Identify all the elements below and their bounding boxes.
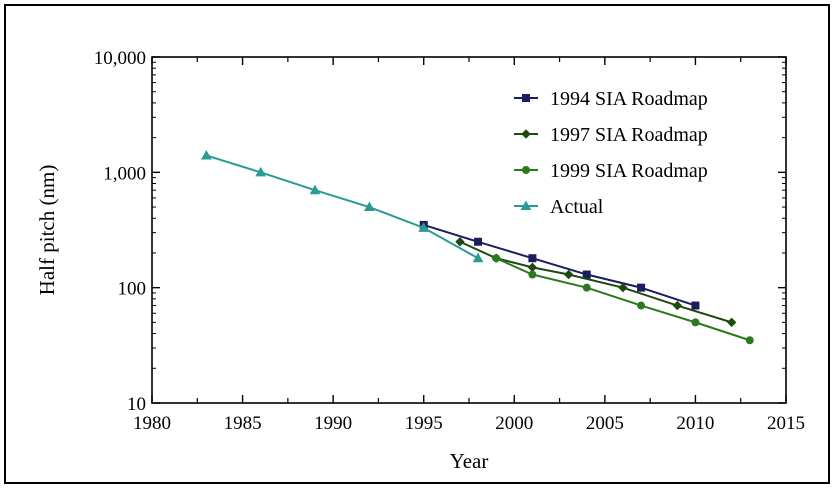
x-tick-label: 1990	[314, 413, 352, 434]
x-tick-label: 2015	[767, 413, 805, 434]
series-line	[495, 257, 751, 342]
chart-frame: 1980 1985 1990 1995 2000 2005 2010 2015 10 100 1,…	[4, 4, 830, 484]
legend-label: 1994 SIA Roadmap	[550, 88, 708, 110]
series-line	[423, 223, 696, 307]
series-1	[419, 220, 700, 310]
axis-ticks	[151, 56, 787, 404]
y-tick-label: 100	[118, 279, 147, 300]
x-tick-labels: 1980 1985 1990 1995 2000 2005 2010 2015	[133, 413, 805, 434]
legend-item: 1997 SIA Roadmap	[514, 124, 708, 146]
data-point	[745, 336, 754, 345]
data-point	[200, 149, 212, 160]
x-tick-label: 2000	[495, 413, 533, 434]
legend: 1994 SIA Roadmap 1997 SIA Roadmap 1999 SIA…	[514, 88, 708, 218]
data-point	[364, 201, 375, 212]
data-point	[255, 166, 267, 177]
data-point	[472, 252, 484, 263]
x-tick-label: 2010	[676, 413, 714, 434]
data-point	[691, 301, 700, 310]
data-point	[528, 270, 537, 279]
legend-label: 1999 SIA Roadmap	[550, 160, 708, 182]
x-tick-label: 1985	[224, 413, 262, 434]
series-4	[200, 149, 484, 263]
data-point	[637, 283, 646, 292]
series-line	[459, 240, 732, 324]
legend-marker	[522, 94, 530, 102]
data-point	[618, 282, 628, 293]
data-point	[309, 184, 321, 195]
data-point	[582, 283, 591, 292]
series-line	[206, 154, 479, 260]
y-axis-title: Half pitch (nm)	[35, 165, 59, 296]
data-point	[726, 317, 737, 328]
legend-marker	[520, 200, 532, 210]
data-point	[563, 269, 574, 280]
data-point	[492, 254, 501, 263]
y-tick-label: 10	[127, 394, 146, 415]
legend-marker	[522, 166, 530, 174]
series-layer	[200, 149, 754, 345]
legend-label: Actual	[550, 196, 604, 218]
data-point	[637, 301, 646, 310]
data-point	[418, 222, 430, 232]
chart-canvas: 1980 1985 1990 1995 2000 2005 2010 2015 10 100 1,…	[35, 48, 805, 473]
data-point	[672, 300, 683, 311]
x-tick-label: 2005	[586, 413, 624, 434]
series-2	[455, 237, 737, 328]
data-point	[455, 237, 465, 247]
x-axis-title: Year	[450, 449, 489, 473]
legend-label: 1997 SIA Roadmap	[550, 124, 708, 146]
legend-item: 1994 SIA Roadmap	[514, 88, 708, 110]
legend-item: Actual	[514, 196, 604, 218]
y-tick-label: 1,000	[103, 163, 146, 184]
data-point	[528, 254, 537, 263]
y-tick-label: 10,000	[94, 48, 146, 69]
legend-marker	[521, 129, 531, 139]
legend-item: 1999 SIA Roadmap	[514, 160, 708, 182]
x-tick-label: 1995	[405, 413, 443, 434]
data-point	[691, 318, 700, 327]
y-tick-labels: 10 100 1,000 10,000	[94, 48, 146, 415]
data-point	[474, 237, 483, 246]
data-point	[527, 262, 538, 273]
series-3	[492, 254, 754, 345]
x-tick-label: 1980	[133, 413, 171, 434]
data-point	[582, 270, 591, 279]
